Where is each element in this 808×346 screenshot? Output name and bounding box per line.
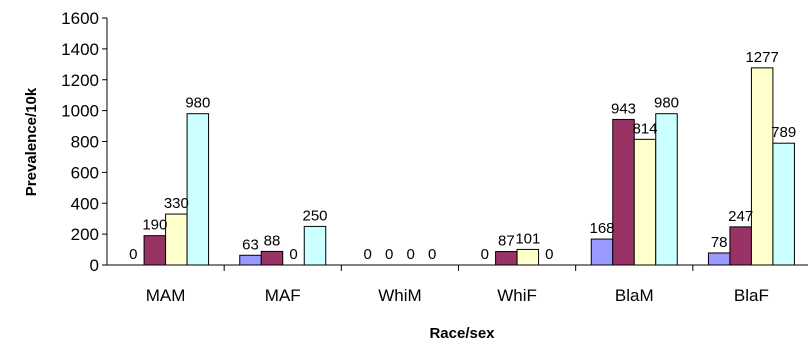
bar-MAF-series-2	[260, 250, 284, 266]
y-tick-labels: 0 200 400 600 800 1000 1200 1400 1600	[61, 9, 99, 275]
y-tick-label-1600: 1600	[61, 9, 99, 28]
x-tick-label-MAM: MAM	[146, 286, 186, 305]
bar-MAM-series-3	[165, 213, 188, 266]
data-label-BlaF-series-1: 78	[711, 234, 728, 251]
data-label-BlaM-series-3: 814	[632, 120, 657, 137]
data-label-WhiF-series-2: 87	[498, 233, 515, 250]
bar-BlaF-series-2	[729, 226, 752, 266]
y-tick-label-600: 600	[71, 163, 99, 182]
bar-BlaF-series-4	[772, 142, 795, 266]
x-tick-label-WhiM: WhiM	[378, 286, 421, 305]
data-label-MAM-series-1: 0	[129, 246, 137, 263]
y-axis-title: Prevalence/10k	[23, 87, 40, 196]
data-label-WhiM-series-3: 0	[406, 246, 414, 263]
data-label-MAF-series-4: 250	[302, 207, 327, 224]
bars	[143, 67, 795, 266]
bar-BlaM-series-3	[633, 138, 657, 266]
bar-MAM-series-2	[143, 235, 167, 266]
data-label-BlaM-series-4: 980	[654, 95, 679, 112]
data-label-MAM-series-3: 330	[164, 195, 189, 212]
y-tick-label-1000: 1000	[61, 102, 99, 121]
data-label-BlaF-series-4: 789	[771, 124, 796, 141]
data-label-BlaM-series-2: 943	[611, 100, 636, 117]
data-label-WhiF-series-3: 101	[515, 230, 540, 247]
data-label-WhiM-series-1: 0	[363, 246, 371, 263]
bar-WhiF-series-3	[516, 248, 540, 266]
bar-MAF-series-1	[239, 254, 262, 266]
data-label-WhiM-series-4: 0	[428, 246, 436, 263]
data-label-MAF-series-3: 0	[289, 246, 297, 263]
data-label-MAF-series-1: 63	[242, 236, 259, 253]
x-axis-title: Race/sex	[429, 325, 495, 342]
bar-BlaM-series-2	[612, 118, 635, 266]
bar-MAF-series-4	[303, 225, 327, 266]
data-label-BlaF-series-3: 1277	[745, 49, 778, 66]
bar-BlaF-series-1	[707, 252, 731, 266]
x-tick-label-BlaF: BlaF	[734, 286, 769, 305]
bar-BlaF-series-3	[750, 67, 774, 266]
data-label-WhiF-series-1: 0	[481, 246, 489, 263]
x-tick-labels: MAM MAF WhiM WhiF BlaM BlaF	[146, 286, 769, 305]
bar-MAM-series-4	[186, 113, 210, 266]
x-tick-label-BlaM: BlaM	[615, 286, 654, 305]
data-label-MAM-series-4: 980	[185, 95, 210, 112]
axes	[102, 17, 808, 271]
y-tick-label-0: 0	[90, 256, 99, 275]
y-tick-label-1400: 1400	[61, 40, 99, 59]
y-tick-label-800: 800	[71, 133, 99, 152]
data-label-WhiF-series-4: 0	[545, 246, 553, 263]
bar-WhiF-series-2	[495, 251, 518, 266]
data-label-BlaM-series-1: 168	[589, 220, 614, 237]
data-label-MAF-series-2: 88	[264, 232, 281, 249]
data-label-WhiM-series-2: 0	[385, 246, 393, 263]
bar-BlaM-series-4	[655, 113, 678, 266]
x-tick-label-MAF: MAF	[265, 286, 301, 305]
y-tick-label-1200: 1200	[61, 71, 99, 90]
data-label-BlaF-series-2: 247	[728, 208, 753, 225]
data-label-MAM-series-2: 190	[142, 217, 167, 234]
y-tick-label-200: 200	[71, 225, 99, 244]
y-tick-label-400: 400	[71, 194, 99, 213]
x-tick-label-WhiF: WhiF	[497, 286, 537, 305]
bar-BlaM-series-1	[590, 238, 614, 266]
